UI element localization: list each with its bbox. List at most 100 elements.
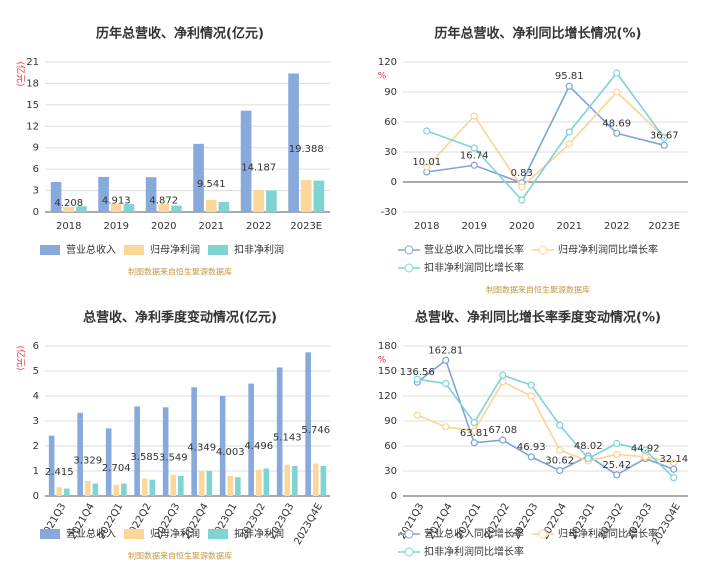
point — [556, 421, 564, 429]
point — [499, 378, 507, 386]
bar — [253, 189, 265, 212]
legend-label: 归母净利润 — [150, 527, 200, 540]
legend-label: 归母净利润同比增长率 — [558, 243, 658, 256]
point — [470, 419, 478, 427]
x-tick-label: 2021 — [199, 221, 224, 232]
data-label: 14.187 — [241, 162, 276, 173]
bar — [56, 487, 63, 496]
point — [670, 465, 678, 473]
y-tick-label: 90 — [384, 87, 397, 98]
y-tick-label: 18 — [26, 78, 39, 89]
y-tick-label: 0 — [33, 207, 39, 218]
bar — [198, 471, 205, 496]
data-label: 5.746 — [301, 425, 330, 436]
bar — [313, 180, 325, 212]
chart-title: 总营收、净利季度变动情况(亿元) — [83, 310, 277, 326]
data-label: 30.62 — [545, 455, 574, 466]
source-note: 制图数据来自恒生聚源数据库 — [128, 551, 232, 561]
bar — [76, 206, 87, 212]
legend-swatch — [208, 245, 228, 255]
point — [641, 446, 649, 454]
bar — [312, 463, 319, 496]
line — [426, 84, 665, 184]
line — [416, 380, 674, 464]
point — [556, 466, 564, 475]
legend-label: 归母净利润 — [150, 243, 200, 256]
y-tick-label: 4 — [33, 391, 39, 402]
data-label: 48.02 — [574, 441, 603, 452]
point — [565, 128, 573, 136]
point — [641, 453, 649, 461]
y-tick-label: 0 — [391, 491, 397, 502]
point — [613, 439, 621, 448]
y-tick-label: -30 — [381, 207, 397, 218]
legend-swatch — [404, 529, 414, 539]
data-label: 4.349 — [187, 443, 216, 454]
data-label: 63.81 — [460, 428, 489, 439]
bar — [113, 484, 120, 496]
y-tick-label: 60 — [384, 117, 397, 128]
y-tick-label: 3 — [33, 416, 39, 427]
data-label: 136.56 — [400, 367, 435, 378]
point — [499, 371, 507, 379]
data-label: 36.67 — [650, 130, 679, 141]
legend-label: 营业总收入 — [66, 243, 116, 256]
bar — [284, 464, 291, 496]
y-tick-label: 90 — [384, 416, 397, 427]
legend-swatch — [538, 245, 548, 255]
y-axis-label: % — [378, 72, 387, 82]
point — [413, 375, 421, 383]
point — [470, 439, 478, 447]
legend-label: 归母净利润同比增长率 — [558, 527, 658, 540]
data-label: 25.42 — [602, 460, 631, 471]
bar — [84, 481, 91, 496]
x-tick-label: 2022 — [246, 221, 271, 232]
bar — [218, 202, 230, 212]
bar — [219, 395, 226, 496]
y-tick-label: 21 — [26, 57, 39, 68]
x-tick-label: 2023Q4E — [292, 502, 325, 547]
y-tick-label: 9 — [33, 143, 39, 154]
y-tick-label: 60 — [384, 441, 397, 452]
point — [670, 474, 678, 482]
chart-title: 历年总营收、净利情况(亿元) — [96, 26, 264, 42]
data-label: 16.74 — [460, 150, 489, 161]
legend-label: 扣非净利润同比增长率 — [424, 261, 524, 274]
legend-label: 扣非净利润 — [234, 527, 284, 540]
y-tick-label: 12 — [26, 121, 39, 132]
legend-swatch — [404, 263, 414, 273]
line — [417, 374, 675, 479]
y-tick-label: 5 — [33, 366, 39, 377]
data-label: 3.329 — [73, 455, 102, 466]
bar — [63, 207, 75, 212]
bar — [48, 435, 55, 496]
data-label: 32.14 — [659, 454, 688, 465]
point — [499, 436, 507, 444]
bar — [162, 407, 169, 496]
bar — [110, 203, 122, 212]
point — [565, 140, 573, 148]
bar — [263, 468, 270, 496]
point — [613, 450, 621, 458]
bar — [305, 352, 311, 496]
data-label: 162.81 — [428, 345, 463, 356]
source-note: 制图数据来自恒生聚源数据库 — [486, 285, 590, 295]
bar — [276, 367, 283, 496]
data-label: 4.003 — [216, 447, 245, 458]
point — [660, 134, 668, 142]
legend-swatch — [208, 529, 228, 539]
x-tick-label: 2021 — [557, 221, 582, 232]
point — [423, 163, 431, 171]
x-tick-label: 2022 — [604, 221, 629, 232]
data-label: 67.08 — [488, 425, 517, 436]
bar — [50, 181, 62, 212]
y-tick-label: 0 — [33, 491, 39, 502]
point — [613, 129, 621, 137]
y-axis-label: % — [378, 356, 387, 366]
point — [613, 471, 621, 479]
bar — [178, 476, 184, 496]
bar — [105, 428, 112, 496]
point — [470, 144, 478, 152]
y-tick-label: 6 — [33, 164, 39, 175]
